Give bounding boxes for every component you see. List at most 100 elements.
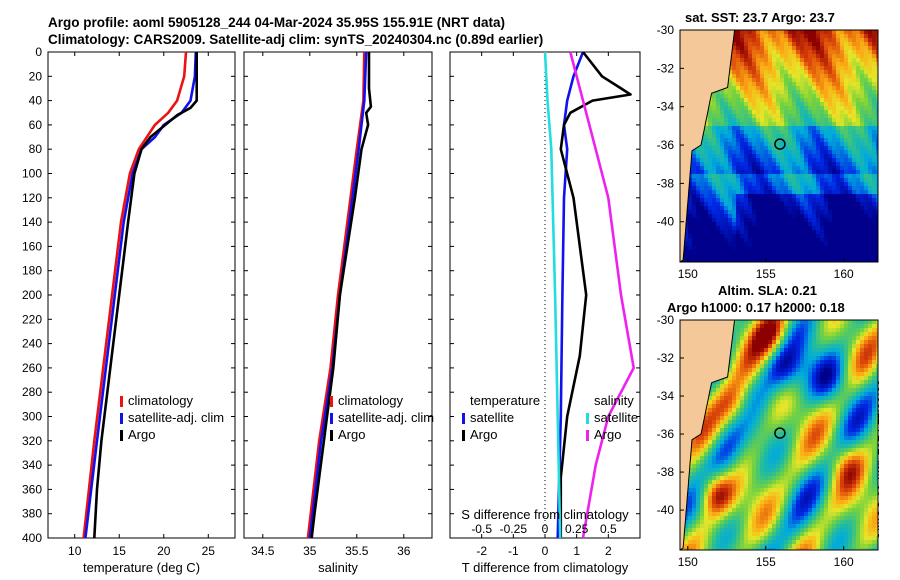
y-tick-label: -36 [657,427,675,441]
x-tick-label: 160 [834,555,854,569]
x-tick-label: 20 [157,544,171,558]
series-line-magenta [569,51,636,539]
legend-label: salinity [594,393,634,408]
legend-label: climatology [128,393,194,408]
legend-swatch [586,413,589,424]
legend-label: Argo [594,427,621,442]
y-tick-label: 380 [22,507,42,521]
y-tick-label: -32 [657,61,675,75]
y-tick-label: 360 [22,482,42,496]
y-tick-label: 0 [35,45,42,59]
legend-swatch [462,396,465,407]
x-axis-label: temperature (deg C) [83,560,200,575]
x-tick-label: -1 [508,544,519,558]
y-tick-label: -30 [657,23,675,37]
y-tick-label: 140 [22,215,42,229]
y-tick-label: 80 [29,142,43,156]
y-tick-label: 240 [22,337,42,351]
y-tick-label: 260 [22,361,42,375]
y-tick-label: 200 [22,288,42,302]
series-line-blue [84,51,198,539]
y-tick-label: -34 [657,389,675,403]
x-tick-label: 150 [678,555,698,569]
y-tick-label: 40 [29,94,43,108]
land-mass [680,320,736,550]
top-tick-label: -0.25 [500,522,528,536]
series-line-red [82,51,188,539]
y-tick-label: 160 [22,239,42,253]
x-tick-label: 150 [678,267,698,281]
x-tick-label: 25 [202,544,216,558]
series-line-blue [308,51,368,539]
x-tick-label: 34.5 [251,544,275,558]
y-tick-label: 220 [22,312,42,326]
figure-title-line-1: Argo profile: aoml 5905128_244 04-Mar-20… [48,15,505,30]
legend-swatch [586,430,589,441]
top-tick-label: 0 [542,522,549,536]
y-tick-label: -40 [657,215,675,229]
y-tick-label: 180 [22,264,42,278]
y-tick-label: 320 [22,434,42,448]
legend-swatch [462,413,465,424]
y-tick-label: 340 [22,458,42,472]
x-tick-label: 1 [573,544,580,558]
y-tick-label: 60 [29,118,43,132]
y-tick-label: -38 [657,465,675,479]
series-line-red [306,51,366,539]
plot-frame [47,51,236,539]
x-tick-label: 160 [834,267,854,281]
y-tick-label: 100 [22,167,42,181]
salinity-panel: 34.5 35 35.5 36 salinity climatology satellite… [243,51,434,575]
y-tick-label: -30 [657,313,675,327]
top-axis-label: S difference from climatology [461,507,629,522]
series-line-black [559,51,632,538]
legend-swatch [120,396,123,407]
series-line-black [93,52,198,539]
legend-label: satellite-adj. clim [338,410,434,425]
legend-label: satellite [594,410,638,425]
legend-swatch [586,396,589,407]
series-line-cyan [543,51,562,539]
x-tick-label: 15 [113,544,127,558]
series-line-black [310,52,373,539]
x-tick-label: 10 [68,544,82,558]
map-frame [679,29,879,263]
y-tick-label: -36 [657,138,675,152]
y-tick-label: -34 [657,100,675,114]
x-tick-label: 36 [397,544,411,558]
map-field [680,30,878,262]
argo-height-title: Argo h1000: 0.17 h2000: 0.18 [667,300,845,315]
y-tick-label: 120 [22,191,42,205]
x-tick-label: 155 [756,267,776,281]
plot-frame [243,51,433,539]
top-tick-label: -0.5 [471,522,492,536]
argo-location-marker [774,427,786,439]
imos-timestamp: ©IMOS 09-Mar-2024 11:39:33 [868,379,882,540]
sla-map-title: Altim. SLA: 0.21 [718,283,817,298]
legend-swatch [120,430,123,441]
land-mass [680,30,736,262]
legend-swatch [330,430,333,441]
y-tick-label: -32 [657,351,675,365]
top-tick-label: 0.25 [565,522,589,536]
x-tick-label: 35 [303,544,317,558]
x-tick-label: 2 [605,544,612,558]
legend-label: Argo [128,427,155,442]
legend-swatch [120,413,123,424]
y-tick-label: 20 [29,69,43,83]
x-axis-label: T difference from climatology [462,560,629,575]
sst-map-title: sat. SST: 23.7 Argo: 23.7 [685,10,835,25]
legend-label: satellite-adj. clim [128,410,224,425]
x-tick-label: 35.5 [345,544,369,558]
argo-location-marker [774,138,786,150]
series-line-blue [556,51,585,539]
sla-map-panel: 150 155 160 -30 -32 -34 -36 -38 -40 [657,313,879,569]
difference-panel: -2 -1 0 1 2 T difference from climatology S di… [449,51,641,575]
map-frame [679,319,879,551]
top-tick-label: 0.5 [600,522,617,536]
y-tick-label: -40 [657,503,675,517]
x-tick-label: 155 [756,555,776,569]
y-tick-label: -38 [657,176,675,190]
map-field [680,320,878,550]
legend-label: temperature [470,393,540,408]
